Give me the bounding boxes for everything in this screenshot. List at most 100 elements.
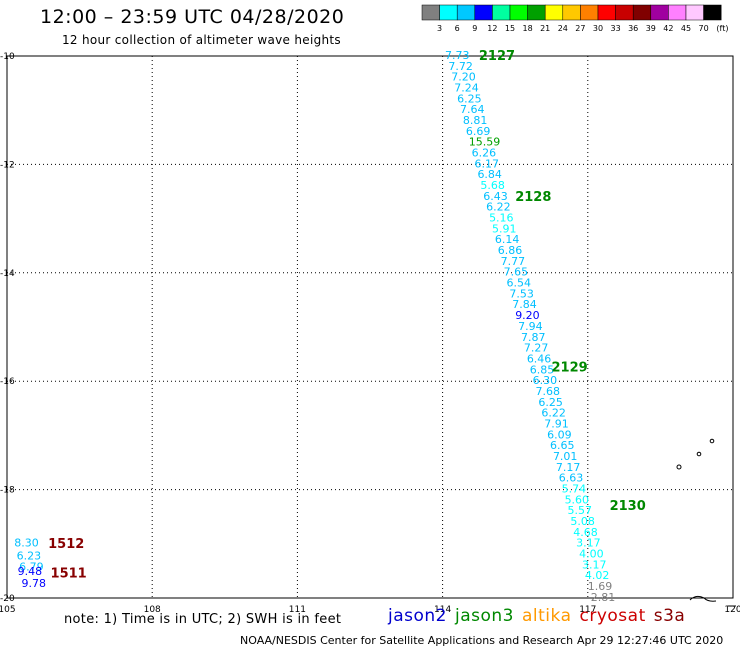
colorbar-swatch bbox=[439, 4, 458, 21]
coastline-fragment bbox=[689, 595, 717, 602]
mission-jason2: jason2 bbox=[388, 606, 447, 626]
colorbar-swatch bbox=[544, 4, 564, 21]
colorbar-swatch bbox=[685, 4, 704, 21]
colorbar-swatch bbox=[509, 4, 528, 21]
pass-number-label: 2130 bbox=[610, 499, 646, 514]
axis-ticks: 105 108 111 114 117 120 -10 -12 -14 -16 -18 -20 bbox=[0, 52, 740, 615]
swh-value-label: 7.27 bbox=[524, 342, 549, 355]
colorbar-label: 24 bbox=[558, 24, 568, 33]
colorbar-label: 27 bbox=[575, 24, 585, 33]
pass-number-label: 2127 bbox=[479, 49, 515, 64]
swh-value-label: 3.17 bbox=[576, 537, 601, 550]
colorbar-swatch bbox=[421, 4, 440, 21]
mission-s3a: s3a bbox=[653, 606, 686, 626]
mission-legend: jason2 jason3 altika cryosat s3a bbox=[388, 606, 693, 626]
swh-value-label: 8.30 bbox=[14, 537, 39, 550]
y-tick-label: -14 bbox=[0, 269, 15, 279]
swh-value-label: 5.08 bbox=[570, 515, 595, 528]
colorbar-label: 70 bbox=[699, 24, 709, 33]
chart-grid bbox=[6, 55, 734, 599]
x-tick-label: 111 bbox=[289, 605, 306, 615]
swh-value-label: 6.09 bbox=[547, 428, 572, 441]
chart-subtitle: 12 hour collection of altimeter wave hei… bbox=[62, 33, 341, 47]
y-tick-label: -18 bbox=[0, 486, 15, 496]
swh-value-label: 6.30 bbox=[533, 374, 558, 387]
colorbar-label: 33 bbox=[611, 24, 621, 33]
pass-number-label: 1511 bbox=[51, 567, 87, 582]
y-tick-label: -20 bbox=[0, 594, 15, 604]
colorbar-swatch bbox=[492, 4, 511, 21]
swh-value-label: 5.57 bbox=[567, 504, 592, 517]
colorbar-label: 45 bbox=[681, 24, 691, 33]
colorbar-label: 39 bbox=[646, 24, 656, 33]
colorbar-swatch bbox=[668, 4, 687, 21]
x-tick-label: 105 bbox=[0, 605, 16, 615]
colorbar-swatch bbox=[562, 4, 581, 21]
swh-value-label: 5.91 bbox=[492, 222, 517, 235]
swh-value-label: 6.22 bbox=[486, 201, 511, 214]
x-tick-label: 114 bbox=[434, 605, 451, 615]
swh-value-label: 7.87 bbox=[521, 331, 546, 344]
swh-value-label: 7.68 bbox=[536, 385, 561, 398]
swh-value-label: 3.17 bbox=[582, 558, 607, 571]
swh-value-label: 7.01 bbox=[553, 450, 578, 463]
swh-value-label: 6.23 bbox=[17, 550, 42, 563]
y-tick-label: -16 bbox=[0, 377, 15, 387]
swh-value-label: 6.25 bbox=[457, 92, 482, 105]
swh-value-label: 4.00 bbox=[579, 548, 604, 561]
swh-value-label: 9.20 bbox=[515, 309, 540, 322]
generated-timestamp: Apr 29 12:27:46 UTC 2020 bbox=[577, 634, 724, 647]
swh-value-label: 6.22 bbox=[541, 407, 566, 420]
swh-value-label: 6.79 bbox=[19, 561, 43, 574]
swh-value-label: 7.53 bbox=[509, 287, 533, 300]
swh-value-label: 6.25 bbox=[538, 396, 563, 409]
colorbar-label: 6 bbox=[455, 24, 460, 33]
island-2 bbox=[696, 451, 702, 457]
swh-value-label: 7.94 bbox=[518, 320, 543, 333]
colorbar-label: 12 bbox=[487, 24, 497, 33]
swh-value-label: 6.43 bbox=[483, 190, 508, 203]
swh-value-label: 7.91 bbox=[544, 417, 569, 430]
pass-number-label: 1512 bbox=[48, 537, 84, 552]
swh-value-label: 6.26 bbox=[472, 146, 497, 159]
x-tick-label: 117 bbox=[579, 605, 596, 615]
pass-number-label: 2128 bbox=[515, 190, 551, 205]
swh-value-label: 7.84 bbox=[512, 298, 537, 311]
units-note: note: 1) Time is in UTC; 2) SWH is in fe… bbox=[64, 612, 342, 627]
swh-value-label: 6.54 bbox=[506, 277, 531, 290]
swh-value-label: 6.65 bbox=[550, 439, 575, 452]
mission-jason3: jason3 bbox=[455, 606, 514, 626]
swh-value-label: 15.59 bbox=[469, 136, 501, 149]
chart-title: 12:00 – 23:59 UTC 04/28/2020 bbox=[40, 6, 345, 28]
colorbar-label: 18 bbox=[523, 24, 533, 33]
swh-value-label: 2.81 bbox=[591, 591, 616, 604]
colorbar-swatch bbox=[474, 4, 493, 21]
y-tick-label: -12 bbox=[0, 160, 15, 170]
colorbar-label: 30 bbox=[593, 24, 603, 33]
x-tick-label: 108 bbox=[144, 605, 161, 615]
colorbar-label: 3 bbox=[437, 24, 442, 33]
colorbar-label: 9 bbox=[472, 24, 477, 33]
swh-value-label: 5.68 bbox=[480, 179, 505, 192]
y-tick-label: -10 bbox=[0, 52, 15, 62]
colorbar-swatch bbox=[597, 4, 616, 21]
swh-value-label: 7.73 bbox=[445, 49, 470, 62]
plot-frame bbox=[6, 55, 734, 599]
island-1 bbox=[709, 438, 715, 444]
colorbar-unit: (ft) bbox=[716, 24, 728, 33]
swh-value-label: 6.63 bbox=[559, 472, 584, 485]
colorbar-swatch bbox=[703, 4, 722, 21]
swh-value-label: 7.64 bbox=[460, 103, 485, 116]
island-3 bbox=[676, 464, 682, 470]
colorbar-legend: 3 6 9 12 15 18 21 24 27 30 33 36 39 42 45 70 (ft) bbox=[421, 4, 728, 33]
swh-value-label: 1.69 bbox=[588, 580, 613, 593]
swh-value-label: 6.17 bbox=[475, 157, 500, 170]
land-features bbox=[676, 438, 736, 607]
colorbar-swatch bbox=[580, 4, 599, 21]
colorbar-label: 36 bbox=[628, 24, 638, 33]
swh-value-label: 9.48 bbox=[18, 565, 43, 578]
colorbar-label: 21 bbox=[540, 24, 550, 33]
colorbar-swatch bbox=[650, 4, 669, 21]
colorbar-swatch bbox=[527, 4, 546, 21]
